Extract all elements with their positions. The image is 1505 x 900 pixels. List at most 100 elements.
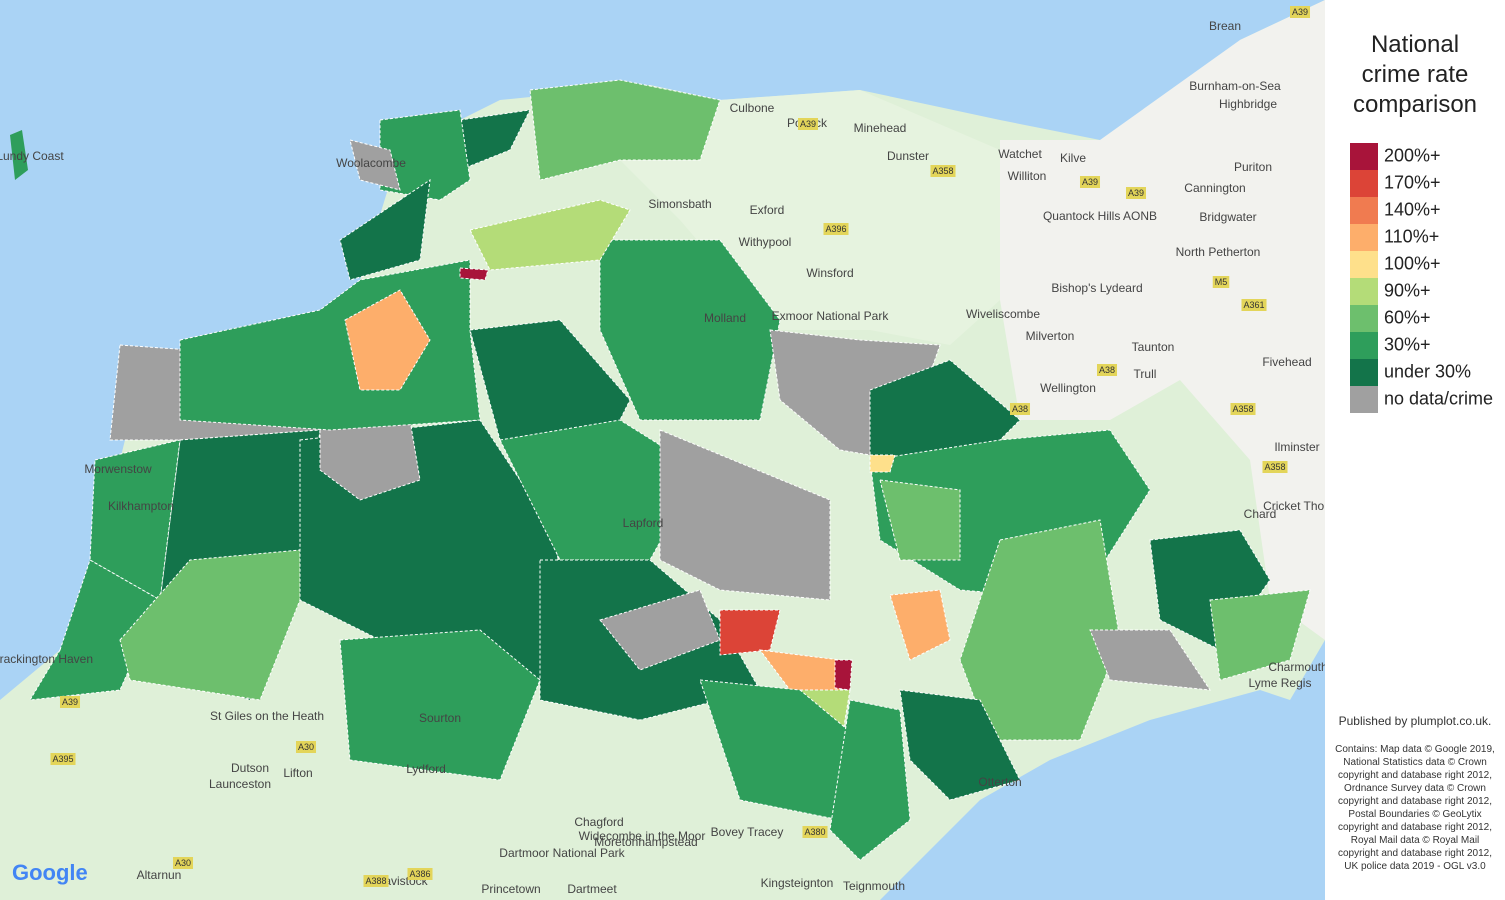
legend-swatch <box>1350 332 1378 359</box>
place-label: Princetown <box>481 882 540 896</box>
place-label: Dartmoor National Park <box>499 846 625 860</box>
exmoor <box>620 90 1000 345</box>
legend-swatch <box>1350 224 1378 251</box>
place-label: Launceston <box>209 777 271 791</box>
legend-label: 90%+ <box>1384 280 1431 301</box>
road-label: A39 <box>800 119 816 129</box>
road-shield <box>50 753 76 765</box>
place-label: Highbridge <box>1219 97 1277 111</box>
legend-swatch <box>1350 170 1378 197</box>
legend-swatch <box>1350 143 1378 170</box>
road-label: A396 <box>825 224 846 234</box>
place-label: Milverton <box>1026 329 1075 343</box>
road-label: A39 <box>1128 188 1144 198</box>
road-shield <box>1289 6 1311 18</box>
road-shield <box>1230 403 1256 415</box>
place-label: Altarnun <box>137 868 182 882</box>
legend-item: 140%+ <box>1350 197 1441 224</box>
region <box>829 699 911 861</box>
place-label: Otterton <box>978 775 1021 789</box>
place-label: Wellington <box>1040 381 1096 395</box>
legend-label: 60%+ <box>1384 307 1431 328</box>
legend-item: under 30% <box>1350 359 1471 386</box>
region <box>889 589 951 661</box>
road-label: A358 <box>1264 462 1285 472</box>
legend-item: 200%+ <box>1350 143 1441 170</box>
place-label: Dutson <box>231 761 269 775</box>
region <box>959 519 1121 741</box>
place-label: St Giles on the Heath <box>210 709 324 723</box>
attribution: Contains: Map data © Google 2019, Nation… <box>1335 744 1495 872</box>
place-label: Trull <box>1134 367 1157 381</box>
road-label: A395 <box>52 754 73 764</box>
legend-swatch <box>1350 386 1378 413</box>
legend-swatch <box>1350 251 1378 278</box>
region <box>869 454 896 473</box>
road-shield <box>59 696 81 708</box>
place-label: Bovey Tracey <box>711 825 784 839</box>
place-label: Teignmouth <box>843 879 905 893</box>
legend-label: under 30% <box>1384 361 1472 382</box>
region <box>599 239 781 421</box>
road-label: A39 <box>1082 177 1098 187</box>
road-shield <box>1262 461 1288 473</box>
place-label: Chagford <box>574 815 623 829</box>
place-label: Lundy Coast <box>0 149 64 163</box>
place-label: Dunster <box>887 149 929 163</box>
road-shield <box>407 868 433 880</box>
place-label: Exford <box>750 203 785 217</box>
legend-label: 200%+ <box>1384 145 1441 166</box>
place-label: Cannington <box>1184 181 1245 195</box>
place-label: Puriton <box>1234 160 1272 174</box>
region <box>379 109 471 201</box>
place-label: Bishop's Lydeard <box>1051 281 1142 295</box>
legend-title: National crime rate comparison <box>1352 31 1478 118</box>
place-label: Lapford <box>623 516 664 530</box>
place-label: Kingsteignton <box>761 876 834 890</box>
map: BreanBurnham-on-SeaHighbridgeCulbonePorl… <box>0 0 1347 900</box>
road-shield <box>1009 403 1031 415</box>
road-label: A38 <box>1099 365 1115 375</box>
road-shield <box>1241 299 1267 311</box>
legend-item: 170%+ <box>1350 170 1441 197</box>
place-label: Cricket Thomas <box>1263 499 1325 513</box>
place-label: Winsford <box>806 266 853 280</box>
place-label: Morwenstow <box>84 462 152 476</box>
legend-swatch <box>1350 305 1378 332</box>
place-label: Fivehead <box>1262 355 1311 369</box>
place-label: Burnham-on-Sea <box>1189 79 1281 93</box>
road-shield <box>172 857 194 869</box>
legend-swatch <box>1350 278 1378 305</box>
legend-label: 30%+ <box>1384 334 1431 355</box>
place-label: Ilminster <box>1274 440 1319 454</box>
legend-label: 110%+ <box>1384 226 1440 247</box>
place-label: Bridgwater <box>1199 210 1256 224</box>
place-label: Moretonhampstead <box>594 835 697 849</box>
road-label: A30 <box>298 742 314 752</box>
place-label: Wiveliscombe <box>966 307 1040 321</box>
region <box>834 659 853 691</box>
place-label: Kilve <box>1060 151 1086 165</box>
legend-item: 110%+ <box>1350 224 1439 251</box>
road-label: A358 <box>932 166 953 176</box>
region <box>699 679 861 821</box>
road-shield <box>823 223 849 235</box>
region <box>89 439 181 601</box>
road-label: A361 <box>1243 300 1264 310</box>
legend-item: 60%+ <box>1350 305 1431 332</box>
legend-item: 30%+ <box>1350 332 1431 359</box>
road-shield <box>1125 187 1147 199</box>
place-label: Lydford <box>406 762 446 776</box>
legend-panel: National crime rate comparison Published… <box>1325 0 1505 900</box>
legend-label: 100%+ <box>1384 253 1441 274</box>
place-label: Kilkhampton <box>108 499 174 513</box>
legend-label: 140%+ <box>1384 199 1441 220</box>
region <box>659 429 831 601</box>
place-label: Crackington Haven <box>0 652 93 666</box>
place-label: Charmouth <box>1268 660 1325 674</box>
road-label: A380 <box>804 827 825 837</box>
place-label: Quantock Hills AONB <box>1043 209 1157 223</box>
legend-swatch <box>1350 197 1378 224</box>
place-label: Exmoor National Park <box>772 309 890 323</box>
